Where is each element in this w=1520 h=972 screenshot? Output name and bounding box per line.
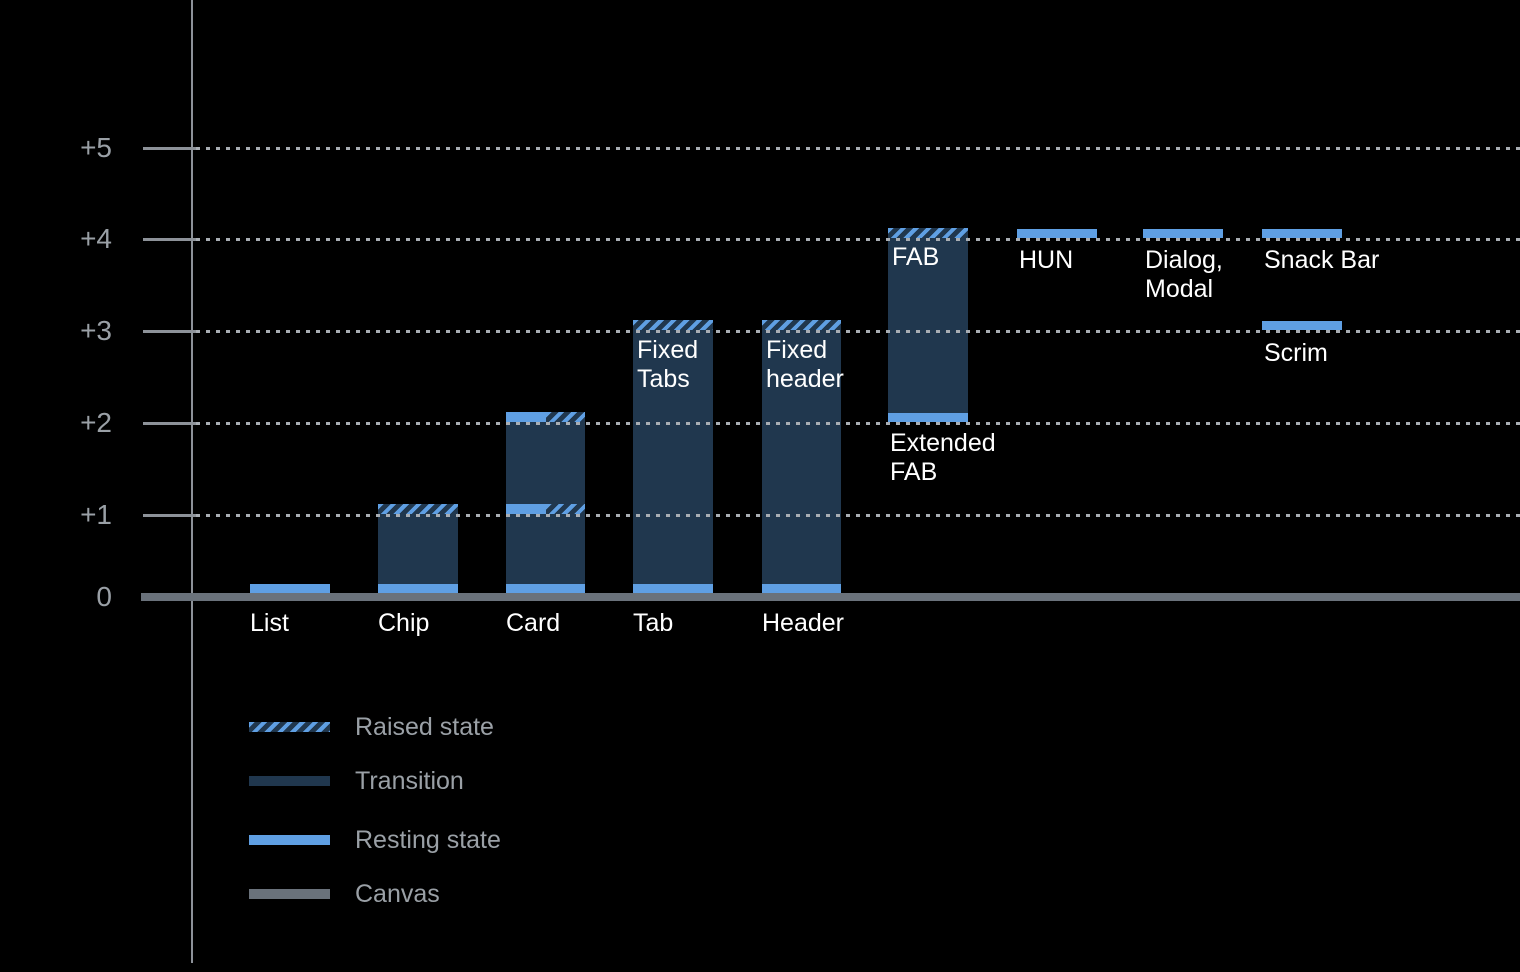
bar-scrim-label-line: Scrim: [1264, 339, 1328, 367]
legend-item-canvas: Canvas: [249, 879, 440, 909]
bar-chip-raised-segment: [378, 504, 458, 514]
bar-card-resting-segment: [506, 504, 546, 514]
bar-card-label: Card: [506, 609, 560, 638]
bar-chip-label: Chip: [378, 609, 429, 638]
gridline: [196, 238, 1520, 241]
bar-fab-extended-fab-resting-segment: [888, 413, 968, 422]
transition-swatch-icon: [249, 776, 330, 786]
gridline: [196, 422, 1520, 425]
y-axis-tick: [143, 238, 196, 241]
bar-card-transition-segment: [506, 514, 585, 584]
bar-fab-extended-fab-label-line: Extended: [890, 429, 996, 457]
y-axis-tick-label: +4: [80, 223, 112, 254]
bar-chip-label-line: Chip: [378, 609, 430, 637]
bar-fab-extended-fab-label: FAB: [892, 243, 939, 272]
canvas-swatch-icon: [249, 889, 330, 899]
legend-item-resting-state: Resting state: [249, 825, 501, 855]
bar-tab-label-line: Tabs: [637, 365, 690, 393]
bar-card-transition-segment: [506, 422, 585, 504]
bar-header-raised-segment: [762, 320, 841, 330]
bar-card-resting-segment: [506, 584, 585, 593]
bar-snack-bar-label-line: Snack Bar: [1264, 246, 1380, 274]
bar-snack-bar-resting-segment: [1262, 229, 1342, 238]
bar-chip-resting-segment: [378, 584, 458, 593]
bar-fab-extended-fab-label: Extended FAB: [890, 429, 996, 487]
bar-header-label-line: header: [766, 365, 844, 393]
legend-item-raised-state: Raised state: [249, 712, 494, 742]
bar-scrim-label: Scrim: [1264, 339, 1328, 368]
canvas-baseline: [141, 593, 1520, 601]
bar-header-transition-segment: [762, 330, 841, 584]
bar-card-raised-segment: [546, 504, 585, 514]
bar-tab-label: Fixed Tabs: [637, 336, 698, 394]
bar-fab-extended-fab-raised-segment: [888, 228, 968, 238]
bar-header-label: Header: [762, 609, 844, 638]
bar-hun-resting-segment: [1017, 229, 1097, 238]
y-axis-tick-label: +5: [80, 132, 112, 163]
bar-hun-label: HUN: [1019, 246, 1073, 275]
bar-tab-label-line: Fixed: [637, 336, 699, 364]
bar-tab-raised-segment: [633, 320, 713, 330]
y-axis-tick-label: +2: [80, 407, 112, 438]
bar-card-raised-segment: [546, 412, 585, 422]
legend-item-transition: Transition: [249, 766, 464, 796]
bar-snack-bar-label: Snack Bar: [1264, 246, 1379, 275]
legend-label: Resting state: [355, 825, 501, 854]
bar-tab-label-line: Tab: [633, 609, 674, 637]
gridline: [196, 330, 1520, 333]
bar-tab-resting-segment: [633, 584, 713, 593]
bar-list-resting-segment: [250, 584, 330, 593]
y-axis-tick: [143, 330, 196, 333]
bar-dialog-modal-resting-segment: [1143, 229, 1223, 238]
y-axis-tick: [143, 147, 196, 150]
gridline: [196, 514, 1520, 517]
bar-dialog-modal-label-line: Modal: [1145, 275, 1214, 303]
bar-chip-transition-segment: [378, 514, 458, 584]
bar-scrim-resting-segment: [1262, 321, 1342, 330]
y-axis-tick-label: +3: [80, 315, 112, 346]
bar-header-label-line: Header: [762, 609, 844, 637]
bar-list-label: List: [250, 609, 289, 638]
bar-hun-label-line: HUN: [1019, 246, 1074, 274]
gridline: [196, 147, 1520, 150]
bar-card-resting-segment: [506, 412, 546, 422]
legend-label: Transition: [355, 766, 464, 795]
bar-tab-transition-segment: [633, 330, 713, 584]
bar-card-label-line: Card: [506, 609, 561, 637]
bar-dialog-modal-label-line: Dialog,: [1145, 246, 1223, 274]
bar-fab-extended-fab-transition-segment: [888, 238, 968, 413]
raised-state-swatch-icon: [249, 722, 330, 732]
legend-label: Canvas: [355, 879, 440, 908]
y-axis-tick-label: +1: [80, 499, 112, 530]
y-axis-tick: [143, 514, 196, 517]
y-axis-tick: [143, 422, 196, 425]
bar-tab-label: Tab: [633, 609, 673, 638]
bar-fab-extended-fab-label-line: FAB: [890, 458, 938, 486]
bar-fab-extended-fab-label-line: FAB: [892, 243, 940, 271]
y-axis-tick-label: 0: [96, 581, 112, 612]
bar-header-label: Fixed header: [766, 336, 844, 394]
y-axis-line: [191, 0, 193, 963]
resting-state-swatch-icon: [249, 835, 330, 845]
bar-header-label-line: Fixed: [766, 336, 828, 364]
legend-label: Raised state: [355, 712, 494, 741]
bar-dialog-modal-label: Dialog, Modal: [1145, 246, 1223, 304]
bar-header-resting-segment: [762, 584, 841, 593]
bar-list-label-line: List: [250, 609, 289, 637]
